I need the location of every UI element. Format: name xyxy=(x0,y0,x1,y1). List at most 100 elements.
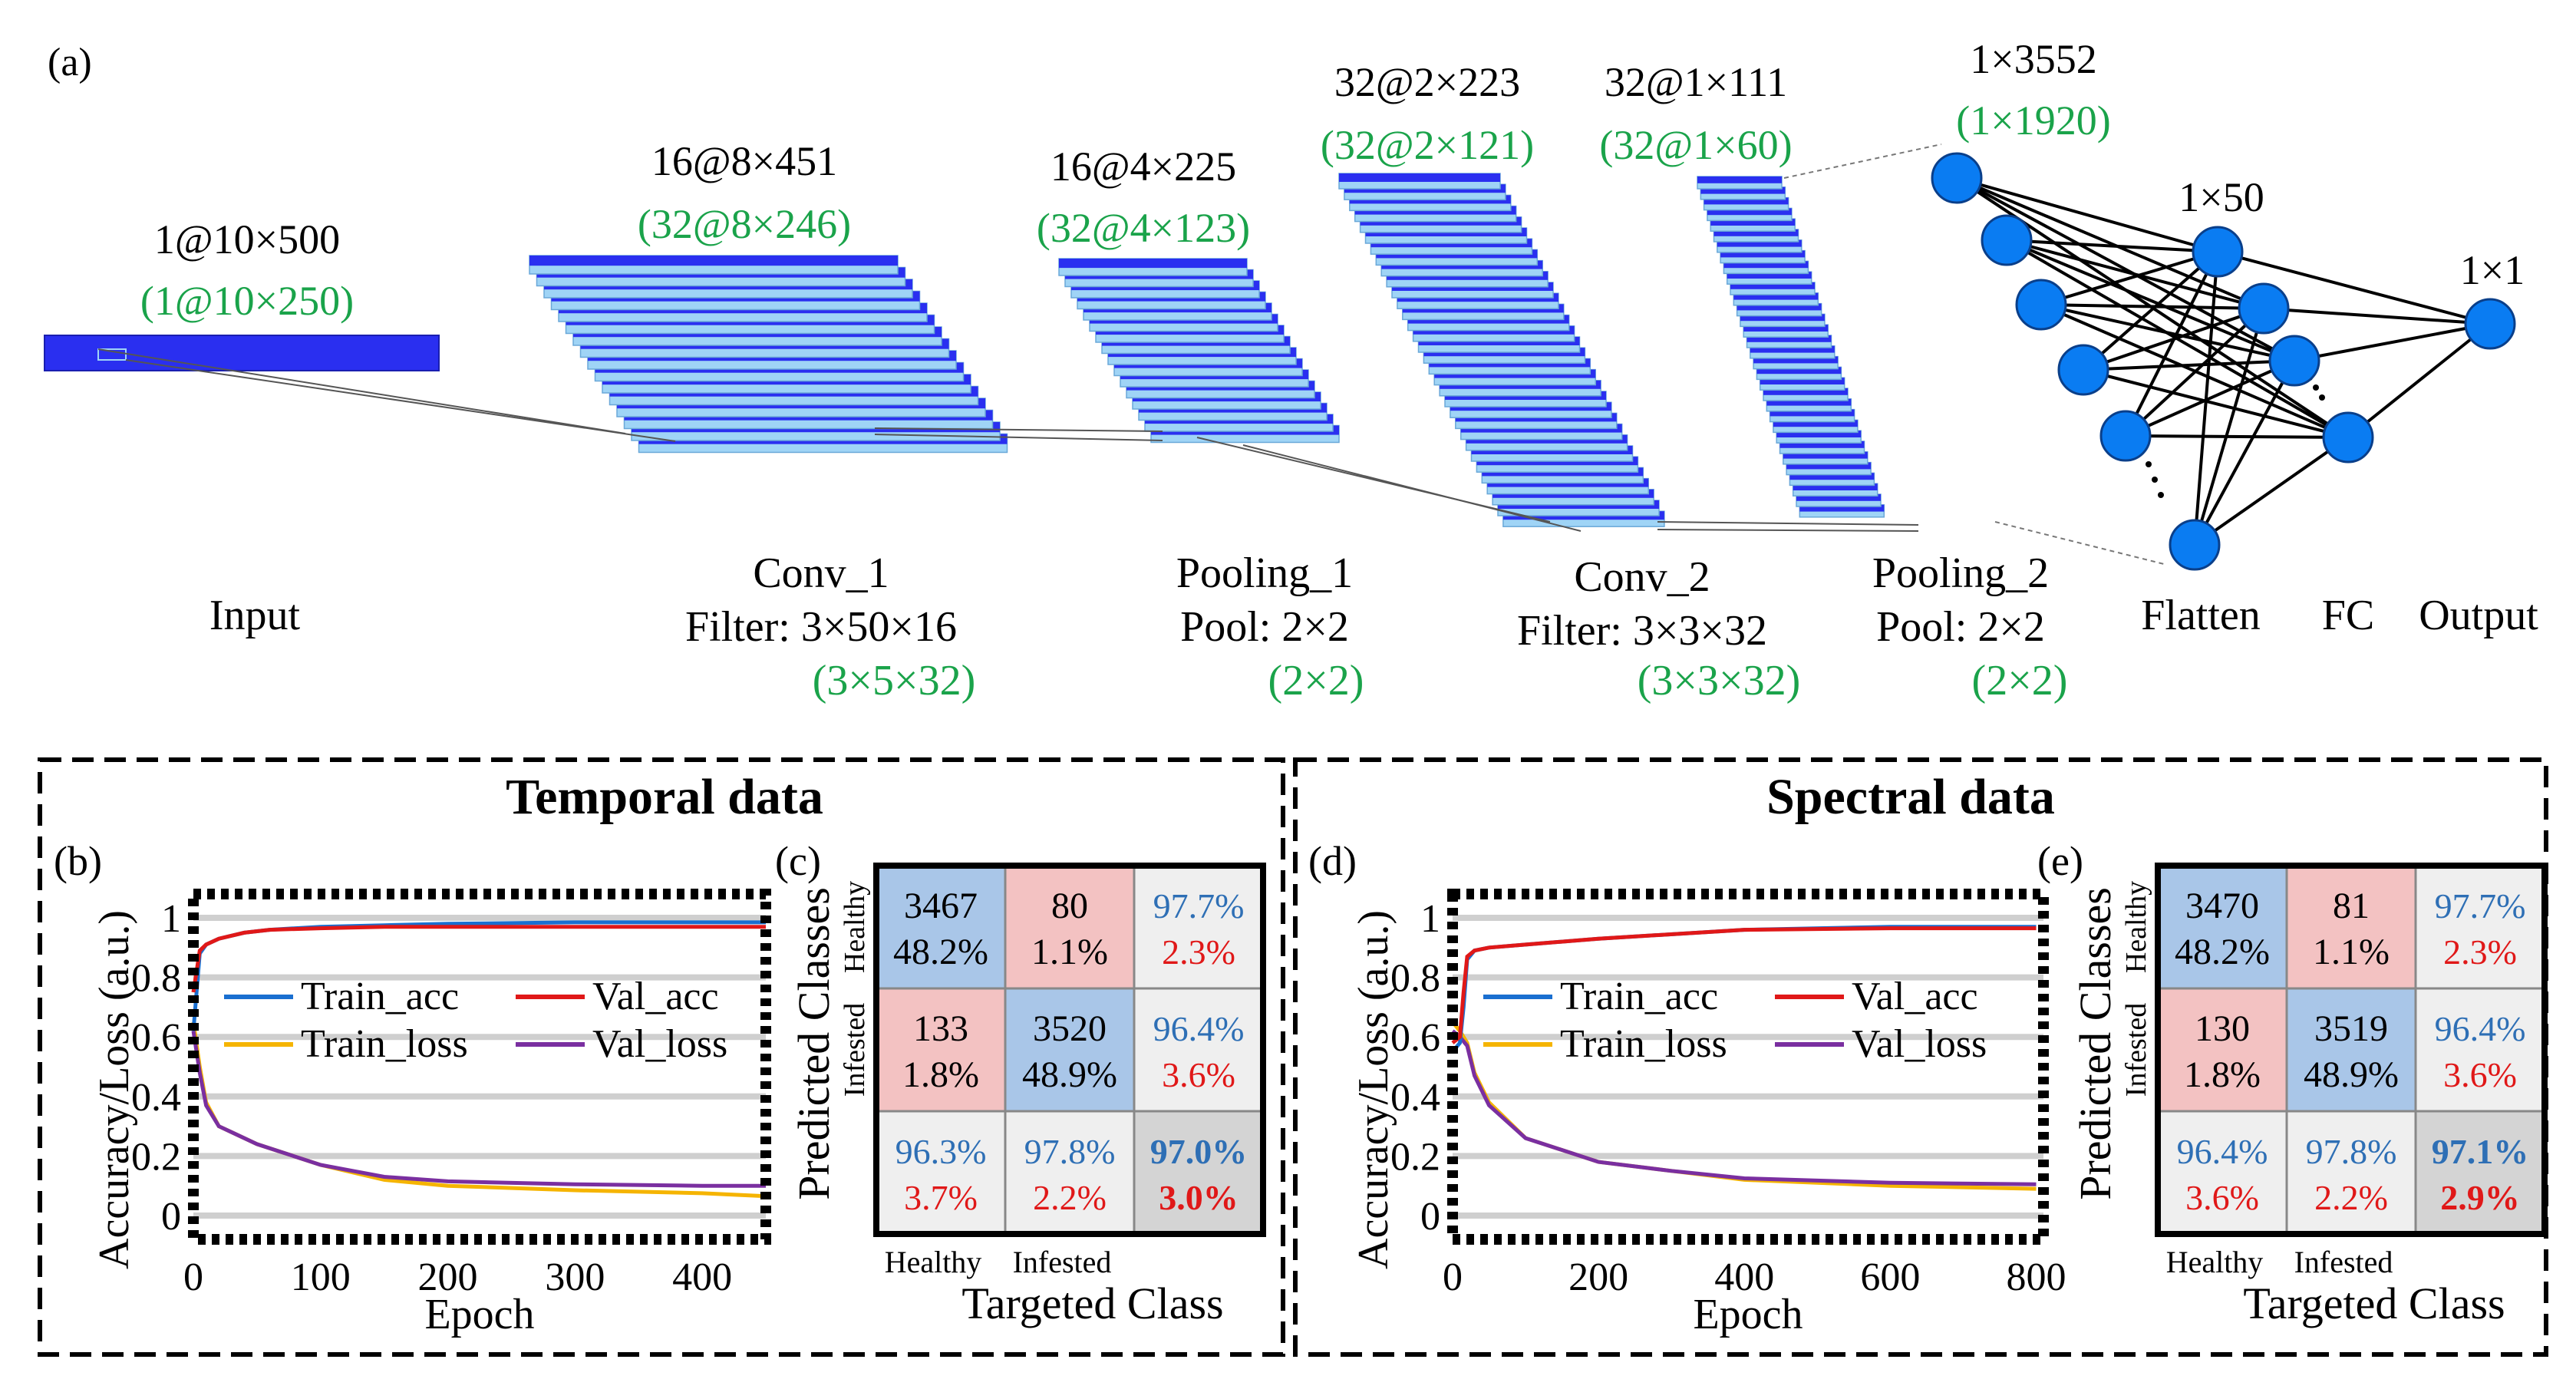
y-tick-label: 0 xyxy=(1420,1195,1440,1239)
x-tick-label: 0 xyxy=(1443,1255,1463,1299)
panel-a-label: (a) xyxy=(48,41,92,84)
conv2-to-pool2-line xyxy=(1657,529,1919,532)
cm-error-rate: 3.0% xyxy=(1159,1178,1239,1217)
cm-cell xyxy=(875,864,1007,990)
cm-frame xyxy=(2155,863,2548,1237)
cm-col-label: Healthy xyxy=(885,1245,982,1279)
cm-count: 80 xyxy=(1051,886,1088,926)
flatten-fc-edge xyxy=(2193,308,2265,546)
cm-correct-rate: 97.0% xyxy=(1150,1132,1248,1171)
pool2-map xyxy=(1730,282,1815,289)
y-tick-label: 0.6 xyxy=(131,1016,181,1060)
pool2-map xyxy=(1799,504,1885,512)
cm-percent: 48.2% xyxy=(2175,932,2270,972)
cnn-architecture-diagram: (a) 1@10×500 (1@10×250) Input xyxy=(44,36,2538,704)
y-tick-label: 0.4 xyxy=(131,1076,181,1120)
connection-lines xyxy=(97,348,1919,532)
cm-correct-rate: 97.7% xyxy=(2435,886,2526,925)
fc-node xyxy=(2268,335,2320,387)
flatten-alt-size: (1×1920) xyxy=(1956,97,2110,144)
cm-percent: 1.8% xyxy=(2184,1054,2261,1095)
flatten-node xyxy=(1931,152,1983,204)
ellipsis-dot xyxy=(2319,394,2325,401)
x-tick-label: 200 xyxy=(1568,1255,1628,1299)
ellipsis-dot xyxy=(2158,492,2164,498)
y-tick-label: 0.8 xyxy=(1390,957,1440,1001)
flatten-fc-edge xyxy=(2083,359,2295,371)
legend-label: Val_acc xyxy=(592,975,719,1018)
temporal-section-box xyxy=(38,757,1285,1357)
conv2-map xyxy=(1339,173,1500,182)
x-tick-label: 100 xyxy=(291,1255,351,1299)
pool2-map xyxy=(1786,462,1872,470)
temporal-confusion-matrix: 3467 48.2% 80 1.1% 97.7% 2.3% 133 1.8% 3520 48.9%… xyxy=(789,863,1266,1328)
pool2-map xyxy=(1779,441,1865,448)
spectral-training-curve-chart: 0 0.2 0.4 0.6 0.8 1 0 200 400 600 800 Epoch Accuracy… xyxy=(1350,889,2066,1338)
cm-cell xyxy=(1004,1110,1136,1236)
pool2-map xyxy=(1717,239,1802,247)
cm-error-rate: 2.3% xyxy=(2443,932,2517,972)
series-line-val_acc xyxy=(1451,926,2037,1044)
fc-node xyxy=(2192,226,2244,278)
input-to-conv1-line xyxy=(97,348,626,434)
pool2-name: Pooling_2 xyxy=(1872,549,2049,597)
pool2-map xyxy=(1743,325,1829,332)
cm-row-label: Infested xyxy=(2120,1003,2152,1097)
y-tick-label: 1 xyxy=(161,897,181,941)
legend-label: Train_loss xyxy=(1560,1022,1727,1066)
legend-label: Train_acc xyxy=(301,975,459,1018)
input-block xyxy=(44,335,440,371)
y-tick-label: 0.8 xyxy=(131,957,181,1001)
panel-b-label: (b) xyxy=(54,838,102,884)
y-tick-label: 0.2 xyxy=(1390,1135,1440,1179)
cm-correct-rate: 96.4% xyxy=(1153,1009,1245,1048)
conv2-feature-maps xyxy=(1338,173,1665,527)
cm-count: 133 xyxy=(913,1008,968,1049)
fc-name: FC xyxy=(2322,592,2375,639)
cm-correct-rate: 97.7% xyxy=(1153,886,1245,925)
plot-frame xyxy=(188,889,771,1245)
cm-percent: 48.2% xyxy=(893,932,988,972)
conv2-filter: Filter: 3×3×32 xyxy=(1517,607,1767,655)
output-name: Output xyxy=(2419,592,2538,639)
cm-error-rate: 3.6% xyxy=(2443,1055,2517,1094)
input-alt-size: (1@10×250) xyxy=(140,278,354,324)
cm-count: 130 xyxy=(2195,1008,2250,1049)
conv1-filter: Filter: 3×50×16 xyxy=(685,603,957,651)
x-tick-label: 400 xyxy=(1714,1255,1774,1299)
fc-output-edge xyxy=(2294,322,2491,362)
output-size: 1×1 xyxy=(2460,247,2525,293)
flatten-fc-edge xyxy=(2040,250,2218,306)
y-axis-label: Accuracy/Loss (a.u.) xyxy=(1350,910,1397,1269)
cm-cell xyxy=(2414,1110,2546,1236)
conv1-to-pool1-line xyxy=(874,427,1163,432)
ellipsis-dot xyxy=(2152,477,2158,483)
pool1-feature-maps xyxy=(1058,258,1340,444)
y-tick-label: 0 xyxy=(161,1195,181,1239)
flatten-fc-edge xyxy=(2082,250,2219,371)
spectral-confusion-matrix: 3470 48.2% 81 1.1% 97.7% 2.3% 130 1.8% 3519 48.9%… xyxy=(2070,863,2548,1328)
cm-cell xyxy=(1133,987,1265,1113)
y-tick-label: 0.6 xyxy=(1390,1016,1440,1060)
cm-y-axis-label: Predicted Classes xyxy=(2070,887,2120,1200)
pool2-map xyxy=(1740,314,1825,322)
output-node xyxy=(2464,298,2516,350)
legend-label: Train_acc xyxy=(1560,975,1718,1018)
cm-error-rate: 3.6% xyxy=(1162,1055,1235,1094)
pool2-map xyxy=(1750,345,1835,353)
pool1-alt-filter: (2×2) xyxy=(1268,657,1364,704)
x-tick-label: 800 xyxy=(2006,1255,2066,1299)
cm-cell xyxy=(2414,987,2546,1113)
cm-correct-rate: 97.8% xyxy=(1024,1132,1116,1171)
conv2-alt-filter: (3×3×32) xyxy=(1638,657,1800,704)
y-tick-label: 1 xyxy=(1420,897,1440,941)
x-axis-label: Epoch xyxy=(1693,1291,1803,1338)
flatten-fc-edge xyxy=(2193,436,2350,546)
cm-error-rate: 2.2% xyxy=(2314,1178,2388,1217)
flatten-fc-edge xyxy=(2006,239,2295,362)
cm-count: 3467 xyxy=(904,886,978,926)
cm-col-label: Healthy xyxy=(2166,1245,2264,1279)
flatten-fc-edge xyxy=(2124,307,2265,437)
cm-cell xyxy=(1133,864,1265,990)
pool2-map xyxy=(1783,451,1868,459)
